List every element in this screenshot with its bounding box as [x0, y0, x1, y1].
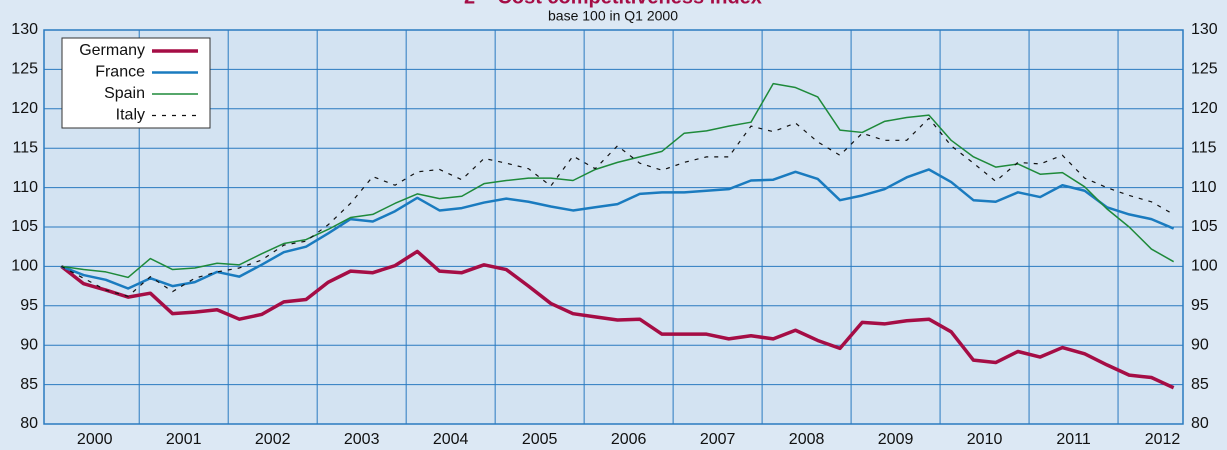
- y-tick-label: 125: [11, 61, 38, 78]
- x-tick-label: 2012: [1145, 431, 1181, 448]
- chart-title: 2 – Cost competitiveness index: [464, 0, 762, 8]
- y2-tick-label: 95: [1191, 297, 1209, 314]
- x-tick-label: 2011: [1056, 431, 1091, 448]
- y2-tick-label: 90: [1191, 336, 1209, 353]
- x-tick-label: 2000: [77, 431, 113, 448]
- y-tick-label: 90: [20, 336, 38, 353]
- x-tick-label: 2003: [344, 431, 380, 448]
- x-tick-label: 2002: [255, 431, 291, 448]
- y2-tick-label: 80: [1191, 415, 1209, 432]
- legend-box: [61, 37, 211, 129]
- y2-tick-label: 115: [1191, 139, 1217, 156]
- series-line: [60, 249, 1175, 390]
- y-tick-label: 120: [11, 100, 38, 117]
- y-tick-label: 110: [12, 179, 38, 196]
- x-tick-label: 2001: [166, 431, 202, 448]
- legend-label: Italy: [116, 107, 145, 124]
- x-tick-label: 2006: [611, 431, 647, 448]
- legend-label: Spain: [104, 85, 145, 102]
- y-tick-label: 105: [11, 218, 38, 235]
- y-tick-label: 80: [20, 415, 38, 432]
- legend-label: France: [95, 64, 145, 81]
- legend-label: Germany: [79, 42, 145, 59]
- x-tick-label: 2004: [433, 431, 469, 448]
- chart-subtitle: base 100 in Q1 2000: [548, 8, 678, 24]
- y2-tick-label: 110: [1191, 179, 1217, 196]
- y2-tick-label: 120: [1191, 100, 1218, 117]
- series-line: [60, 168, 1175, 290]
- x-tick-label: 2007: [700, 431, 736, 448]
- y-tick-label: 100: [11, 258, 38, 275]
- x-tick-label: 2008: [789, 431, 825, 448]
- y-tick-label: 95: [20, 297, 38, 314]
- y2-tick-label: 130: [1191, 21, 1218, 38]
- y2-tick-label: 105: [1191, 218, 1218, 235]
- x-tick-label: 2009: [878, 431, 914, 448]
- x-tick-label: 2005: [522, 431, 558, 448]
- y2-tick-label: 85: [1191, 376, 1209, 393]
- y2-tick-label: 125: [1191, 61, 1218, 78]
- x-tick-label: 2010: [967, 431, 1003, 448]
- y-tick-label: 85: [20, 376, 38, 393]
- y-tick-label: 130: [11, 21, 38, 38]
- y-tick-label: 115: [12, 139, 38, 156]
- series-line: [61, 82, 1175, 279]
- y2-tick-label: 100: [1191, 258, 1218, 275]
